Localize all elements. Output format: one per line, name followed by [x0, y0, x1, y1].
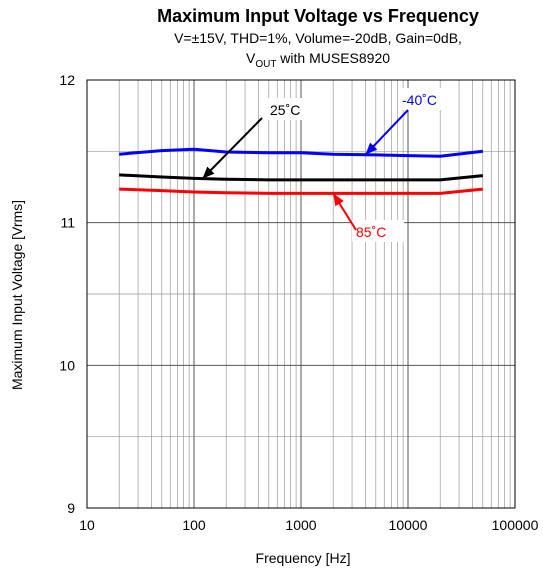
y-tick-label: 12	[59, 72, 75, 88]
annotation-arrowhead	[202, 166, 215, 179]
annotation-arrow-line	[201, 117, 263, 180]
annotation: 85˚C	[332, 192, 404, 242]
annotation: -40˚C	[364, 88, 450, 156]
x-tick-label: 1000	[285, 517, 316, 533]
subtitle-out-subscript: OUT	[255, 59, 276, 70]
x-tick-label: 10	[79, 517, 95, 533]
series-line	[119, 187, 483, 195]
plot-frame	[86, 79, 516, 509]
x-tick-label: 100	[182, 517, 206, 533]
subtitle-suffix: with MUSES8920	[276, 50, 390, 66]
y-tick-label: 9	[67, 500, 75, 516]
annotation-label: -40˚C	[402, 92, 437, 108]
chart-subtitle-line1: V=±15V, THD=1%, Volume=-20dB, Gain=0dB,	[174, 30, 462, 46]
annotation-label: 25˚C	[270, 102, 300, 118]
annotation-arrowhead	[333, 193, 344, 207]
chart-subtitle-line2: VOUT with MUSES8920	[246, 50, 390, 70]
series-line	[119, 173, 483, 182]
annotation-arrowhead	[365, 142, 378, 155]
annotation: 25˚C	[201, 98, 318, 180]
series-lines	[119, 147, 483, 195]
annotation-label-bg	[266, 98, 318, 120]
subtitle-v: V	[246, 50, 256, 66]
series-line	[119, 147, 483, 158]
annotation-label-bg	[352, 220, 404, 242]
x-tick-labels: 10 100 1000 10000 100000	[79, 517, 538, 533]
annotation-label-bg	[398, 88, 450, 110]
chart-title: Maximum Input Voltage vs Frequency	[157, 6, 479, 26]
x-axis-label: Frequency [Hz]	[256, 550, 351, 566]
x-tick-label: 100000	[492, 517, 539, 533]
y-tick-label: 10	[59, 357, 75, 373]
annotations: 25˚C -40˚C 85˚C	[201, 88, 450, 242]
annotation-label: 85˚C	[356, 224, 386, 240]
y-axis-label: Maximum Input Voltage [Vrms]	[9, 200, 25, 390]
x-tick-label: 10000	[389, 517, 428, 533]
y-tick-labels: 9 10 11 12	[59, 72, 75, 516]
y-tick-label: 11	[60, 215, 75, 231]
